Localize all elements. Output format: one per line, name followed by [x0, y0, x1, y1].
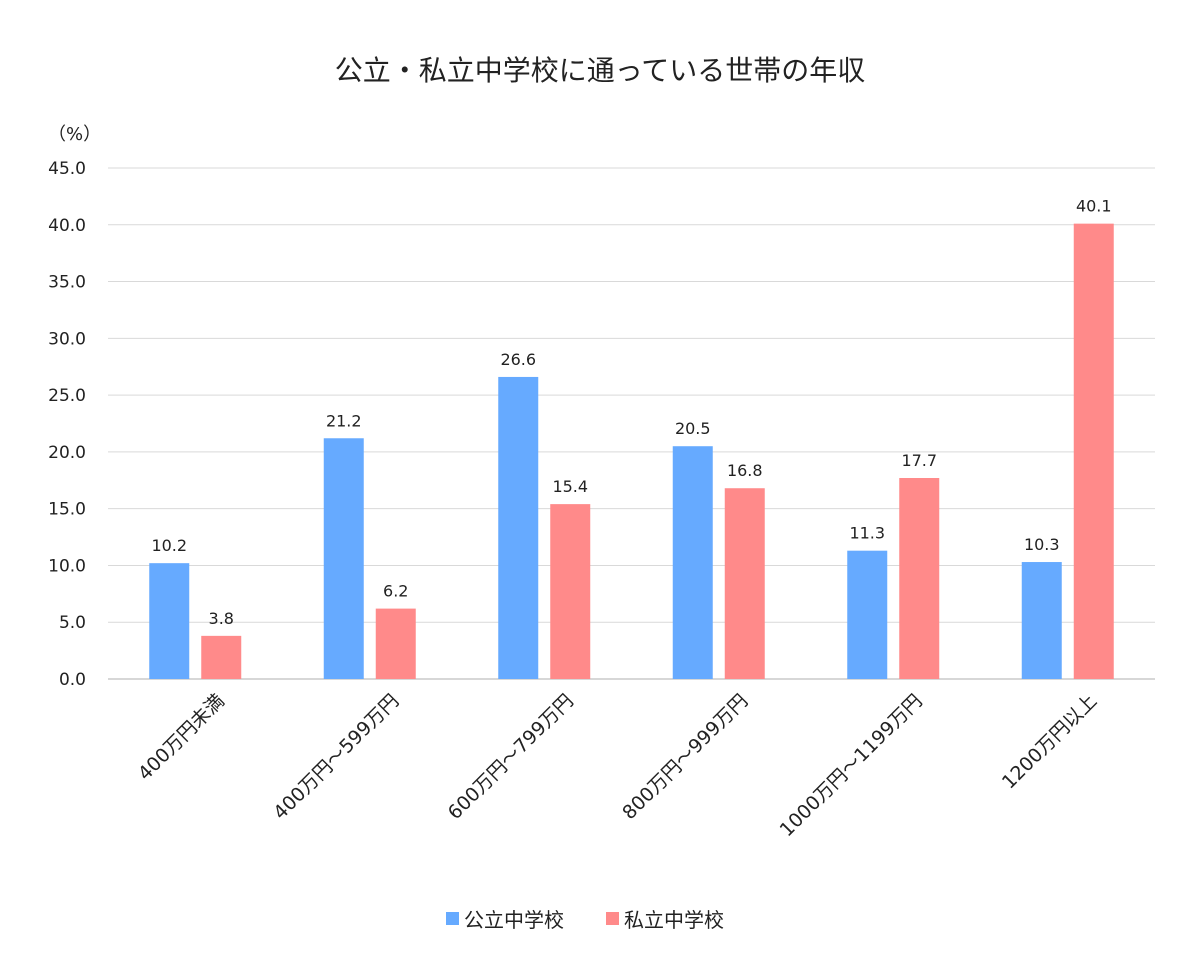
- x-axis-ticks: 400万円未満 400万円～599万円 600万円～799万円 800万円～999万円…: [134, 690, 1101, 841]
- legend-label-private: 私立中学校: [624, 908, 724, 932]
- bars: [149, 223, 1114, 680]
- y-tick-label: 10.0: [48, 556, 86, 576]
- bar-private: [1073, 223, 1114, 680]
- bar-public: [1021, 562, 1062, 679]
- data-label: 3.8: [209, 609, 234, 628]
- y-tick-label: 25.0: [48, 386, 86, 406]
- bar-public: [498, 376, 539, 679]
- y-axis-unit: （%）: [48, 124, 101, 145]
- bar-public: [847, 550, 888, 679]
- bar-private: [375, 608, 416, 679]
- gridlines: [108, 167, 1155, 680]
- bar-public: [672, 446, 713, 679]
- x-tick-label: 1200万円以上: [998, 690, 1101, 793]
- bar-public: [149, 563, 190, 679]
- bar-private: [899, 478, 940, 679]
- y-tick-label: 30.0: [48, 329, 86, 349]
- data-label: 6.2: [383, 582, 408, 601]
- legend-swatch-public: [446, 912, 459, 925]
- data-label: 20.5: [675, 419, 711, 438]
- y-tick-label: 5.0: [59, 613, 86, 633]
- x-tick-label: 1000万円～1199万円: [776, 690, 927, 841]
- data-label: 26.6: [500, 350, 536, 369]
- legend: 公立中学校 私立中学校: [446, 908, 724, 932]
- data-label: 11.3: [849, 524, 885, 543]
- x-tick-label: 800万円～999万円: [618, 690, 752, 824]
- y-tick-label: 35.0: [48, 273, 86, 293]
- data-labels: 10.2 3.8 21.2 6.2 26.6 15.4 20.5 16.8 11.3 17.7 10…: [151, 197, 1111, 628]
- bar-public: [323, 438, 364, 679]
- x-tick-label: 600万円～799万円: [444, 690, 578, 824]
- data-label: 15.4: [552, 477, 588, 496]
- data-label: 40.1: [1076, 197, 1112, 216]
- y-axis-ticks: 0.0 5.0 10.0 15.0 20.0 25.0 30.0 35.0 40.0 45.0: [48, 159, 86, 690]
- y-tick-label: 40.0: [48, 216, 86, 236]
- legend-label-public: 公立中学校: [464, 908, 564, 932]
- data-label: 10.2: [151, 536, 187, 555]
- bar-private: [201, 635, 242, 679]
- y-tick-label: 15.0: [48, 500, 86, 520]
- y-tick-label: 20.0: [48, 443, 86, 463]
- x-tick-label: 400万円～599万円: [269, 690, 403, 824]
- y-tick-label: 0.0: [59, 670, 86, 690]
- data-label: 10.3: [1024, 535, 1060, 554]
- data-label: 16.8: [727, 461, 763, 480]
- bar-private: [550, 504, 591, 679]
- chart-title: 公立・私立中学校に通っている世帯の年収: [335, 54, 866, 87]
- bar-private: [724, 488, 765, 679]
- data-label: 21.2: [326, 411, 362, 430]
- y-tick-label: 45.0: [48, 159, 86, 179]
- legend-swatch-private: [606, 912, 619, 925]
- data-label: 17.7: [901, 451, 937, 470]
- x-tick-label: 400万円未満: [134, 690, 229, 785]
